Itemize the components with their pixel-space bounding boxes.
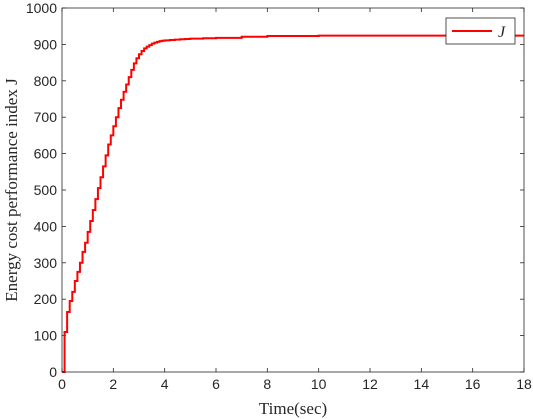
x-tick-label: 6: [212, 376, 220, 392]
x-tick-label: 0: [58, 376, 66, 392]
x-tick-label: 10: [311, 376, 327, 392]
y-tick-label: 800: [34, 73, 58, 89]
y-tick-label: 300: [34, 255, 58, 271]
legend-label: J: [498, 24, 506, 41]
x-tick-label: 4: [161, 376, 169, 392]
plot-area: [62, 8, 524, 372]
x-axis-ticks: 0 2 4 6 8 10 12 14 16 18: [58, 8, 532, 392]
x-tick-label: 16: [465, 376, 481, 392]
x-tick-label: 12: [362, 376, 378, 392]
y-tick-label: 400: [34, 218, 58, 234]
y-tick-label: 600: [34, 146, 58, 162]
plot-frame: [61, 7, 525, 373]
series-layer: [62, 34, 524, 373]
x-tick-label: 14: [414, 376, 430, 392]
y-tick-label: 900: [34, 36, 58, 52]
x-tick-label: 18: [516, 376, 532, 392]
x-axis-title: Time(sec): [259, 399, 327, 418]
y-tick-label: 700: [34, 109, 58, 125]
x-tick-label: 2: [109, 376, 117, 392]
y-tick-label: 100: [34, 328, 58, 344]
series-line-J: [62, 34, 524, 373]
y-axis-title: Energy cost performance index J: [2, 78, 21, 302]
y-tick-label: 200: [34, 291, 58, 307]
y-axis-ticks: 0 100 200 300 400 500 600 700 800 900 1000: [26, 0, 524, 380]
y-tick-label: 1000: [26, 0, 57, 16]
y-tick-label: 500: [34, 182, 58, 198]
legend: J: [445, 17, 516, 45]
x-tick-label: 8: [263, 376, 271, 392]
y-tick-label: 0: [49, 364, 57, 380]
